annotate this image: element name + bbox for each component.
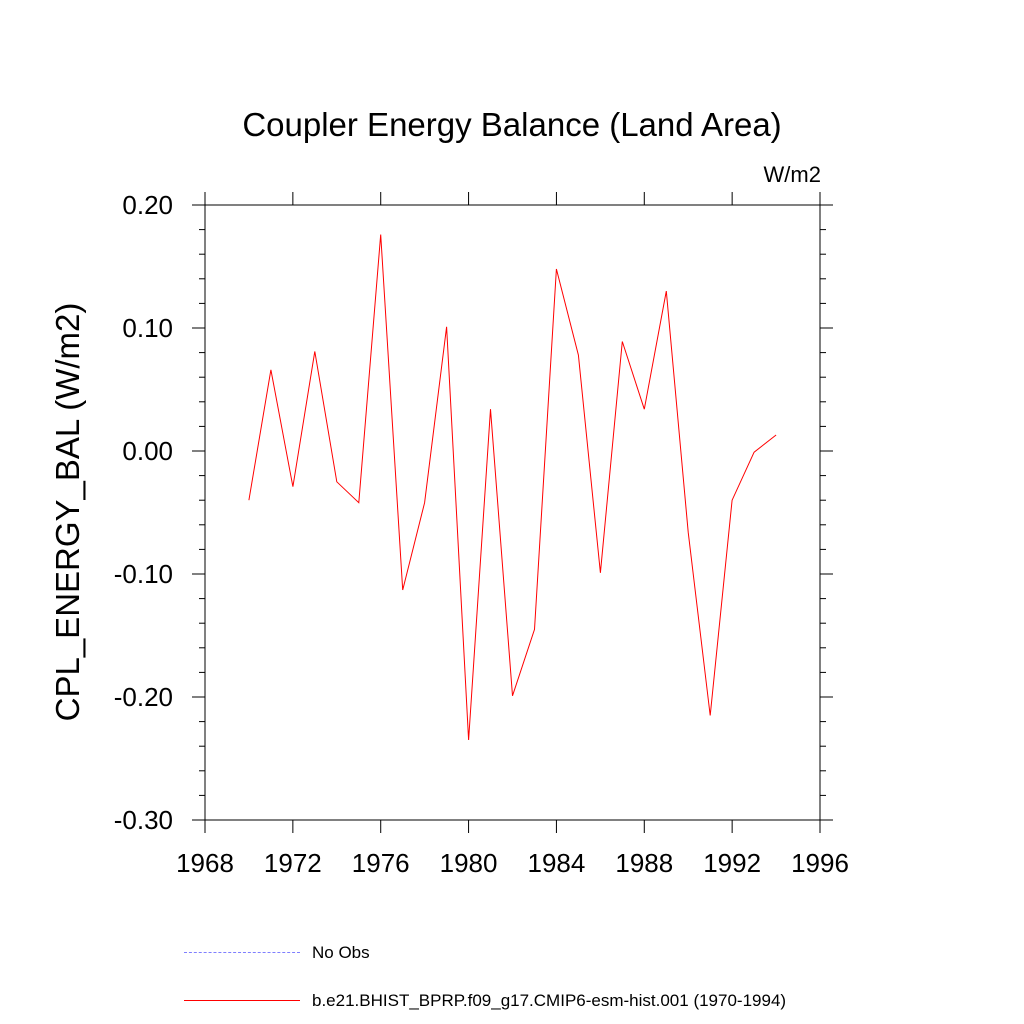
y-tick-label: 0.10 xyxy=(122,313,173,343)
x-tick-label: 1968 xyxy=(176,848,234,878)
plot-frame xyxy=(204,204,821,821)
x-tick-label: 1980 xyxy=(440,848,498,878)
legend-label-no-obs: No Obs xyxy=(312,943,370,962)
y-tick-label: 0.20 xyxy=(122,190,173,220)
y-tick-label: -0.10 xyxy=(114,559,173,589)
legend-swatch-dashed xyxy=(184,952,300,953)
x-tick-label: 1984 xyxy=(528,848,586,878)
x-tick-label: 1992 xyxy=(703,848,761,878)
x-tick-label: 1972 xyxy=(264,848,322,878)
x-tick-label: 1976 xyxy=(352,848,410,878)
y-tick-label: -0.30 xyxy=(114,805,173,835)
units-label: W/m2 xyxy=(763,162,821,187)
legend-swatch-solid xyxy=(184,1000,300,1001)
legend-label-model: b.e21.BHIST_BPRP.f09_g17.CMIP6-esm-hist.… xyxy=(312,991,787,1010)
series-group xyxy=(248,234,777,741)
x-tick-label: 1988 xyxy=(615,848,673,878)
x-tick-label: 1996 xyxy=(791,848,849,878)
series-line xyxy=(248,234,777,741)
y-tick-label: -0.20 xyxy=(114,682,173,712)
tick-labels: 1968 1972 1976 1980 1984 1988 1992 1996 0.20 0.10… xyxy=(114,190,849,878)
y-tick-label: 0.00 xyxy=(122,436,173,466)
axis-ticks xyxy=(192,192,833,833)
chart-title: Coupler Energy Balance (Land Area) xyxy=(242,106,782,143)
